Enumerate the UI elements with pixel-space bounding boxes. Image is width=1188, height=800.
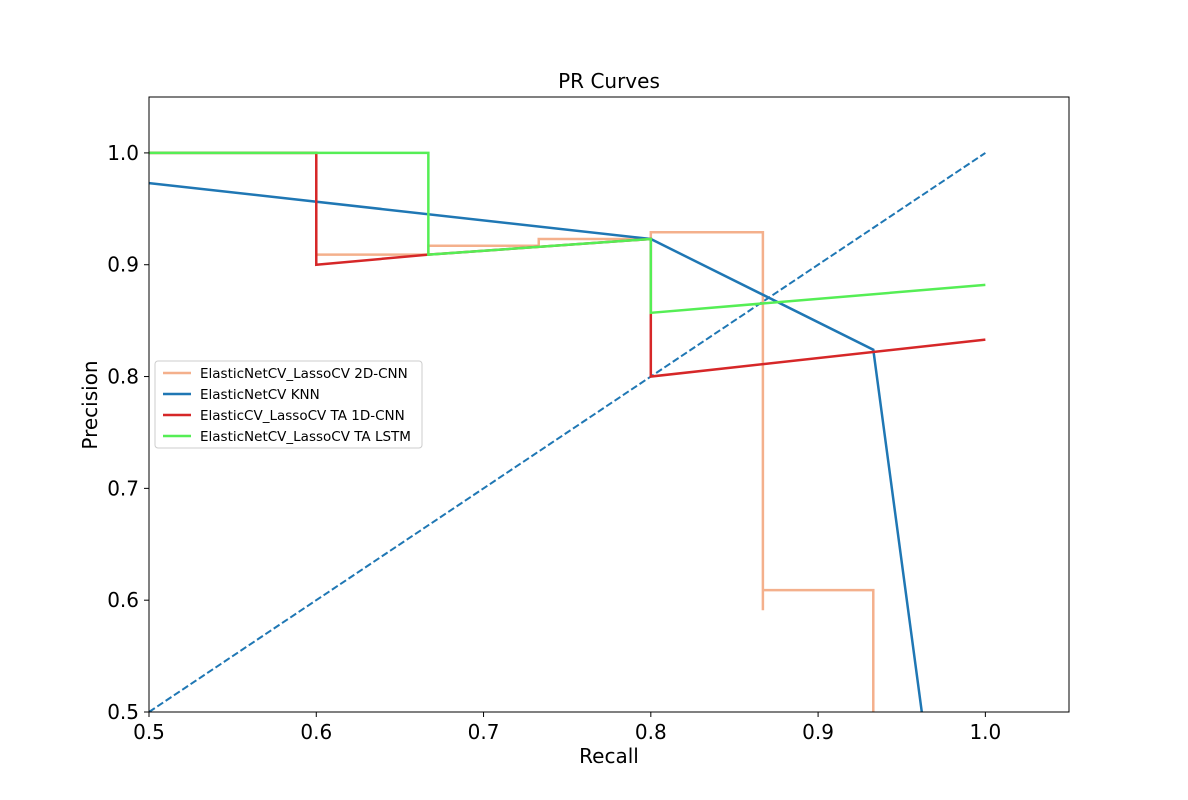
y-tick-label: 0.7	[107, 476, 139, 500]
legend: ElasticNetCV_LassoCV 2D-CNN ElasticNetCV …	[154, 360, 423, 449]
plot-frame	[148, 96, 1070, 713]
x-tick-label: 0.6	[300, 720, 332, 744]
chart-title: PR Curves	[558, 69, 660, 93]
plot-area	[148, 96, 1070, 713]
series-line-elasticnetcv-knn	[149, 181, 924, 712]
y-axis-ticks: 0.5 0.6 0.7 0.8 0.9 1.0	[107, 141, 149, 724]
x-tick-label: 0.7	[468, 720, 500, 744]
y-tick-label: 0.6	[107, 588, 139, 612]
x-tick-label: 0.5	[133, 720, 165, 744]
y-tick-label: 0.8	[107, 365, 139, 389]
x-tick-label: 0.9	[802, 720, 834, 744]
series-layer	[149, 151, 986, 712]
legend-label: ElasticNetCV_LassoCV 2D-CNN	[200, 366, 408, 382]
y-tick-label: 1.0	[107, 141, 139, 165]
reference-diagonal-line	[149, 152, 986, 712]
x-axis-title: Recall	[579, 744, 639, 768]
y-tick-label: 0.9	[107, 253, 139, 277]
x-tick-label: 0.8	[635, 720, 667, 744]
legend-label: ElasticNetCV KNN	[200, 387, 320, 403]
legend-items: ElasticNetCV_LassoCV 2D-CNN ElasticNetCV …	[163, 366, 411, 445]
legend-label: ElasticNetCV_LassoCV TA LSTM	[200, 429, 411, 445]
x-tick-label: 1.0	[969, 720, 1001, 744]
series-line-elasticnetcv-lassocv-ta-lstm	[149, 151, 986, 315]
y-axis-title: Precision	[78, 360, 102, 449]
y-tick-label: 0.5	[107, 700, 139, 724]
legend-label: ElasticCV_LassoCV TA 1D-CNN	[200, 408, 405, 424]
legend-frame	[154, 360, 423, 449]
series-line-elasticnetcv-lassocv-2d-cnn	[149, 151, 875, 712]
x-axis-ticks: 0.5 0.6 0.7 0.8 0.9 1.0	[133, 712, 1001, 744]
